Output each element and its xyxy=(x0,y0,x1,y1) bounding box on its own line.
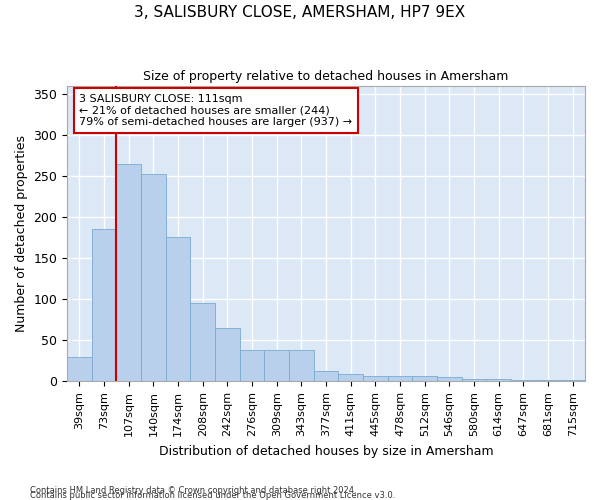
Bar xyxy=(388,376,412,382)
Bar xyxy=(240,350,265,382)
Bar xyxy=(215,328,240,382)
Text: 3 SALISBURY CLOSE: 111sqm
← 21% of detached houses are smaller (244)
79% of semi: 3 SALISBURY CLOSE: 111sqm ← 21% of detac… xyxy=(79,94,353,127)
Text: Contains HM Land Registry data © Crown copyright and database right 2024.: Contains HM Land Registry data © Crown c… xyxy=(30,486,356,495)
Y-axis label: Number of detached properties: Number of detached properties xyxy=(15,135,28,332)
Bar xyxy=(536,380,560,382)
Bar xyxy=(560,380,585,382)
Bar xyxy=(437,377,462,382)
Bar xyxy=(363,376,388,382)
X-axis label: Distribution of detached houses by size in Amersham: Distribution of detached houses by size … xyxy=(159,444,493,458)
Bar xyxy=(265,350,289,382)
Bar xyxy=(412,376,437,382)
Bar xyxy=(67,358,92,382)
Text: Contains public sector information licensed under the Open Government Licence v3: Contains public sector information licen… xyxy=(30,491,395,500)
Bar xyxy=(92,230,116,382)
Bar xyxy=(289,350,314,382)
Bar xyxy=(166,236,190,382)
Bar xyxy=(462,379,487,382)
Bar xyxy=(190,304,215,382)
Bar xyxy=(314,370,338,382)
Title: Size of property relative to detached houses in Amersham: Size of property relative to detached ho… xyxy=(143,70,509,83)
Bar xyxy=(338,374,363,382)
Bar xyxy=(141,174,166,382)
Bar xyxy=(116,164,141,382)
Bar xyxy=(511,380,536,382)
Text: 3, SALISBURY CLOSE, AMERSHAM, HP7 9EX: 3, SALISBURY CLOSE, AMERSHAM, HP7 9EX xyxy=(134,5,466,20)
Bar xyxy=(487,379,511,382)
